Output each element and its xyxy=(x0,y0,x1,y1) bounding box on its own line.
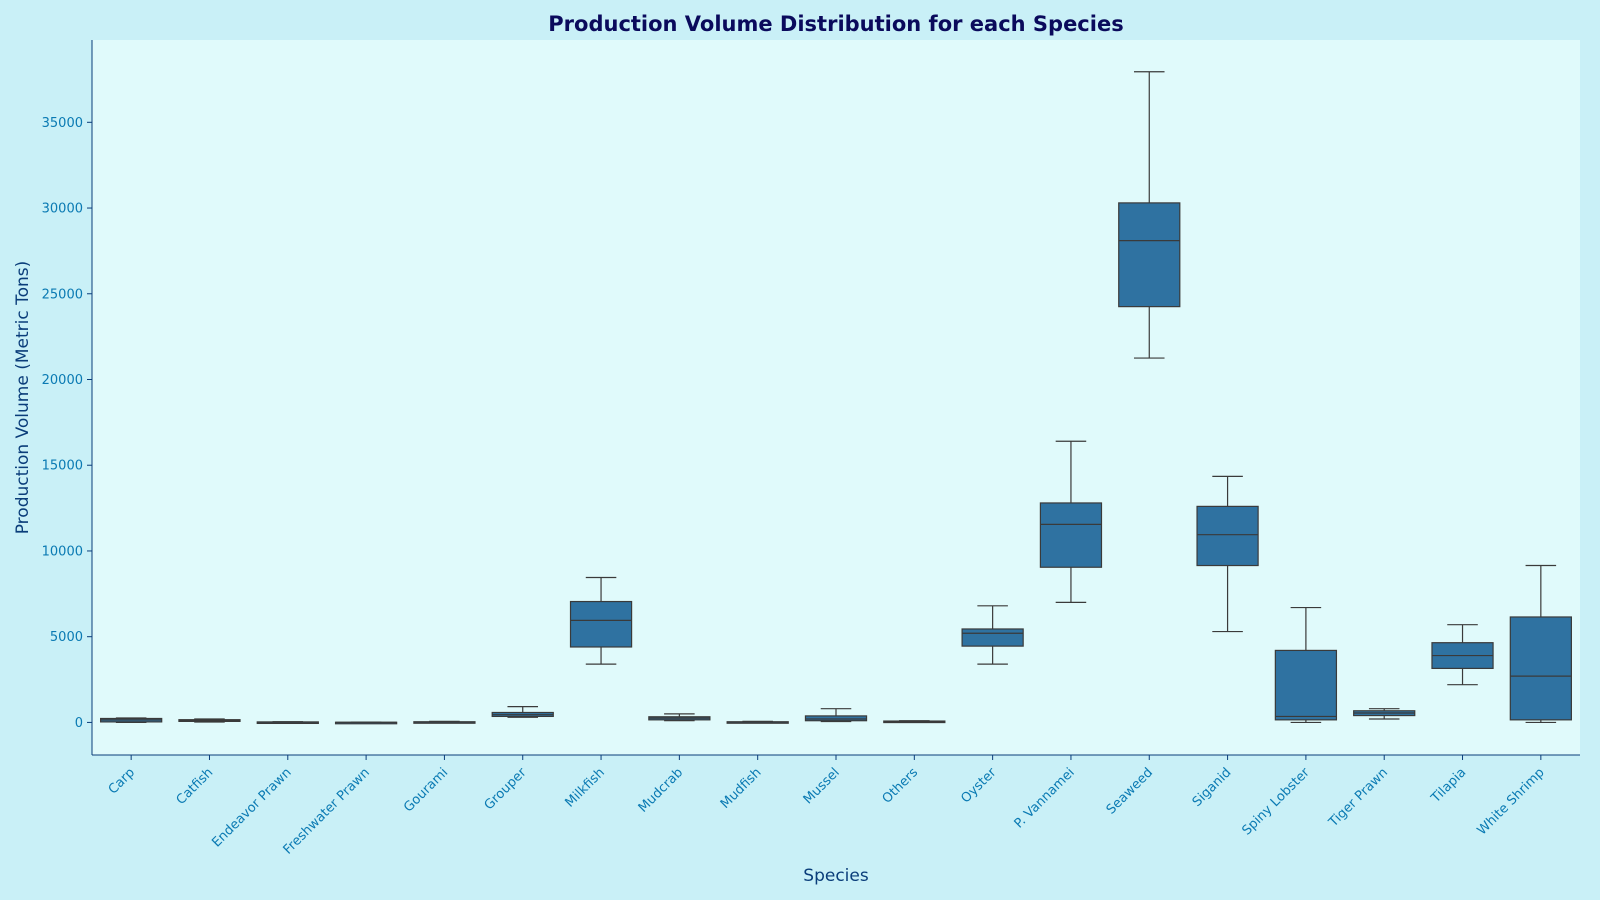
box-catfish xyxy=(178,718,241,723)
box-p-vannamei xyxy=(1039,440,1103,603)
x-tick-label: Mudcrab xyxy=(636,765,687,816)
box-tilapia xyxy=(1431,624,1494,686)
box-carp xyxy=(100,717,163,724)
box-milkfish xyxy=(569,576,633,665)
box-oyster xyxy=(961,605,1024,665)
iqr-box xyxy=(961,628,1024,647)
box-freshwater-prawn xyxy=(334,721,398,725)
box-spiny-lobster xyxy=(1274,606,1338,724)
y-tick-label: 15000 xyxy=(42,459,83,474)
box-mudfish xyxy=(726,720,789,724)
x-tick-label: Milkfish xyxy=(563,765,608,810)
y-axis-label: Production Volume (Metric Tons) xyxy=(13,261,33,535)
x-tick-label: Freshwater Prawn xyxy=(281,765,373,857)
box-siganid xyxy=(1196,475,1259,633)
x-tick-label: Tilapia xyxy=(1428,765,1469,806)
x-tick-label: Grouper xyxy=(482,765,530,813)
box-gourami xyxy=(413,720,476,724)
iqr-box xyxy=(1274,649,1338,721)
x-tick-label: Catfish xyxy=(174,765,217,808)
boxes-group xyxy=(100,71,1572,725)
y-tick-label: 20000 xyxy=(42,373,83,388)
x-tick-label: Tiger Prawn xyxy=(1325,765,1391,831)
x-tick-label: Others xyxy=(880,765,922,807)
box-seaweed xyxy=(1118,71,1181,359)
x-tick-label: Carp xyxy=(106,765,138,797)
x-tick-label: Seaweed xyxy=(1104,765,1156,817)
y-tick-label: 35000 xyxy=(42,116,83,131)
iqr-box xyxy=(1118,202,1181,308)
y-tick-label: 25000 xyxy=(42,287,83,302)
x-tick-label: Siganid xyxy=(1190,765,1235,810)
box-white-shrimp xyxy=(1509,564,1572,724)
y-axis: 0 5000 10000 15000 20000 25000 30000 35000 xyxy=(42,116,92,731)
box-others xyxy=(883,720,946,724)
x-tick-label: Mussel xyxy=(801,765,843,807)
box-grouper xyxy=(491,706,554,718)
iqr-box xyxy=(1509,616,1572,721)
iqr-box xyxy=(1039,502,1103,568)
y-tick-label: 0 xyxy=(75,716,83,731)
box-mussel xyxy=(804,708,868,723)
chart-title: Production Volume Distribution for each … xyxy=(548,12,1123,36)
x-tick-label: P. Vannamei xyxy=(1012,765,1078,831)
x-tick-label: Endeavor Prawn xyxy=(209,765,294,850)
box-endeavor-prawn xyxy=(256,721,319,725)
iqr-box xyxy=(804,715,868,722)
y-tick-label: 5000 xyxy=(50,630,83,645)
x-tick-label: Oyster xyxy=(958,765,1000,807)
box-mudcrab xyxy=(648,713,711,722)
iqr-box xyxy=(569,600,633,648)
x-tick-label: Spiny Lobster xyxy=(1239,765,1313,839)
y-tick-label: 30000 xyxy=(42,202,83,217)
plot-area xyxy=(92,40,1580,755)
x-tick-label: Gourami xyxy=(401,765,451,815)
x-tick-label: White Shrimp xyxy=(1475,765,1548,838)
y-tick-label: 10000 xyxy=(42,544,83,559)
iqr-box xyxy=(1196,505,1259,567)
x-axis-label: Species xyxy=(803,866,869,886)
x-tick-label: Mudfish xyxy=(718,765,765,812)
box-tiger-prawn xyxy=(1353,708,1416,720)
